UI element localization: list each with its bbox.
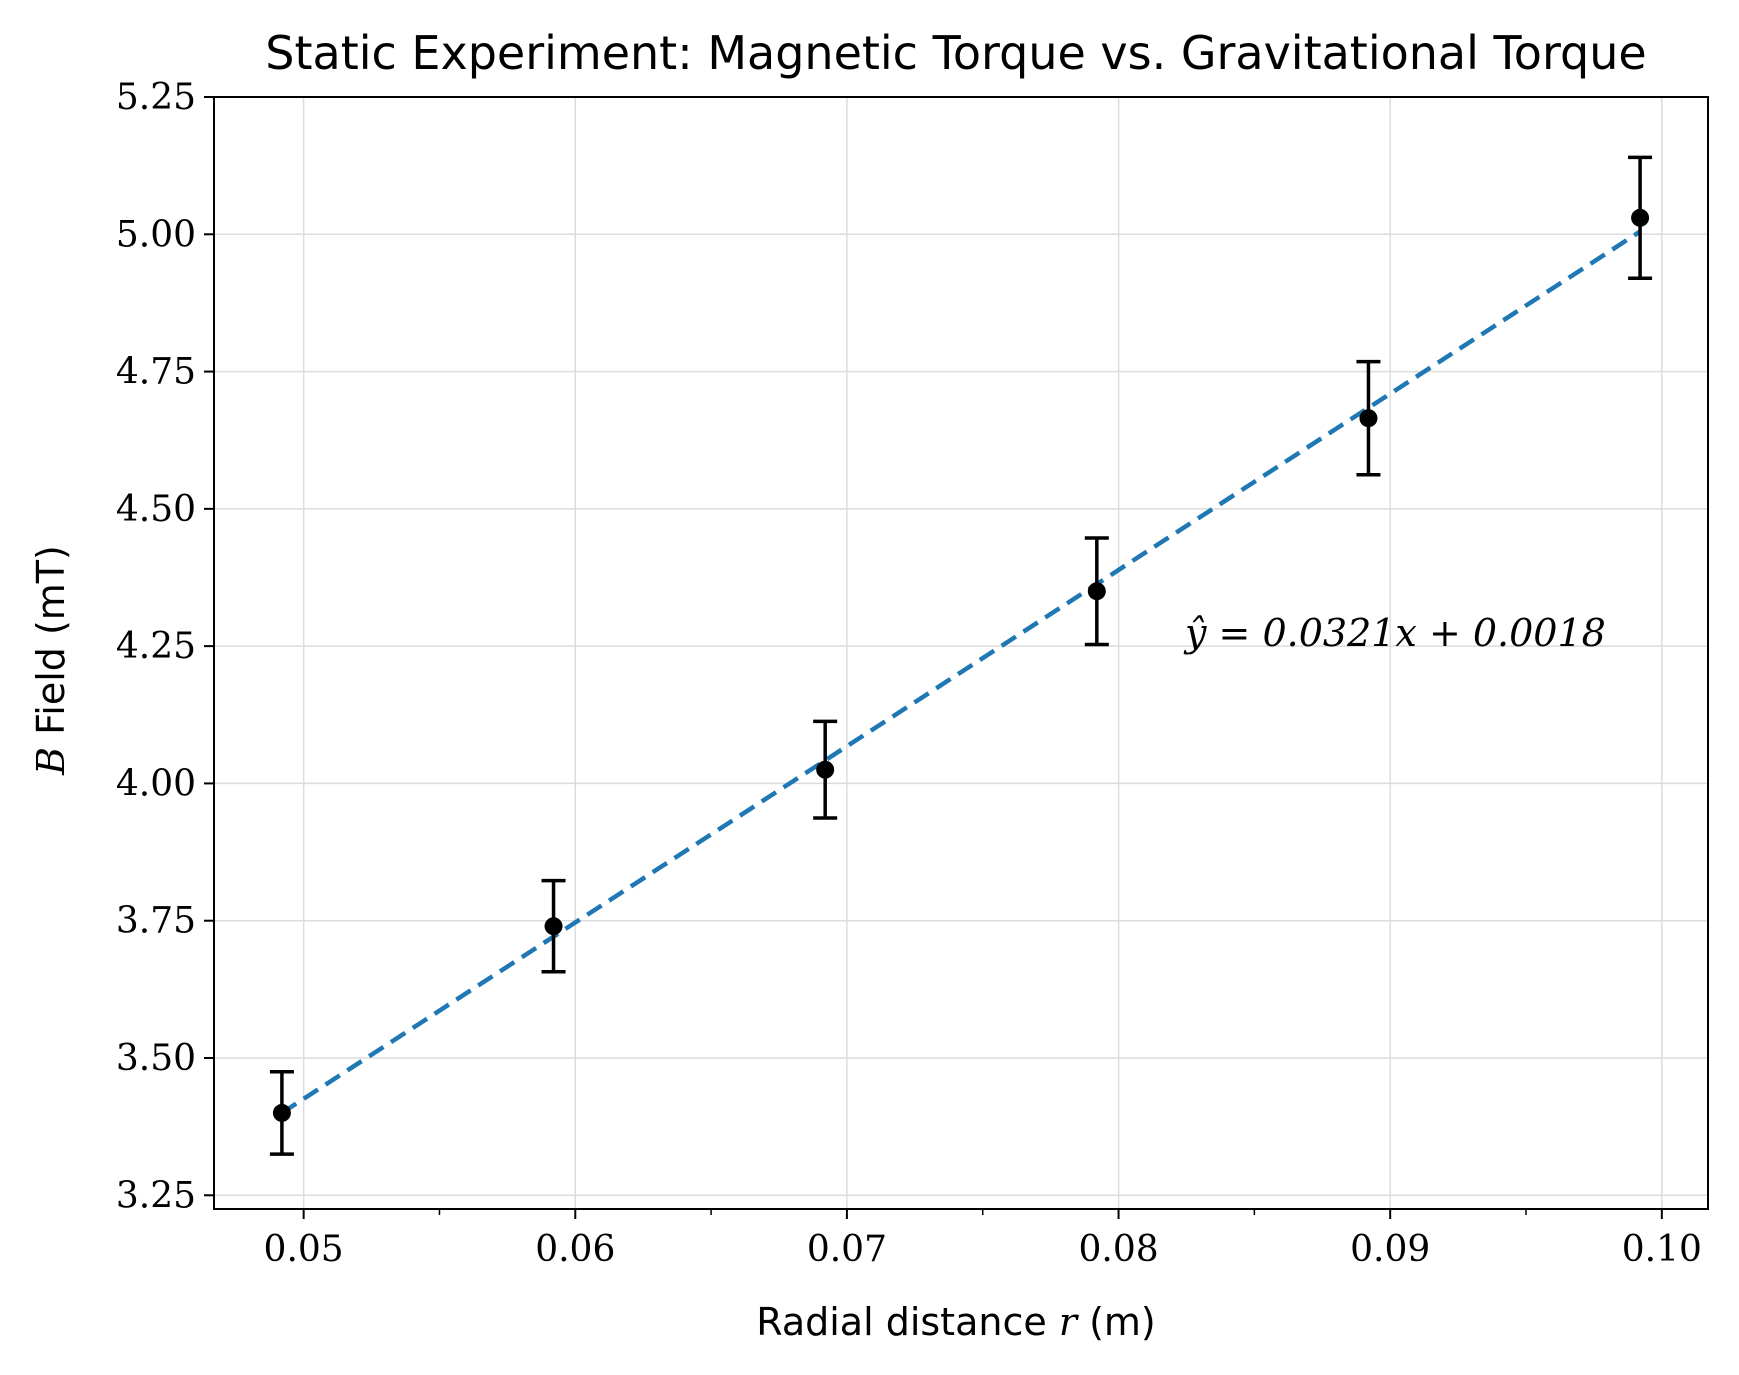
plot-frame [213,96,1709,1210]
x-tick-label: 0.07 [807,1229,887,1270]
y-tick-label: 3.50 [116,1038,196,1079]
grid [214,96,1708,1209]
x-tick-label: 0.09 [1350,1229,1430,1270]
x-axis-label-suffix: (m) [1077,1300,1156,1344]
data-points [269,155,1653,1156]
x-tick-label: 0.05 [264,1229,344,1270]
x-axis-label-var: r [1059,1300,1080,1344]
y-axis-label: B Field (mT) [29,545,73,776]
data-point [1359,409,1378,428]
y-axis-ticks: 3.25 3.50 3.75 4.00 4.25 4.50 4.75 5.00 5.25 [116,77,214,1216]
y-axis-label-suffix: Field (mT) [29,545,73,747]
data-point [816,760,835,779]
x-tick-label: 0.06 [535,1229,615,1270]
x-tick-label: 0.10 [1622,1229,1702,1270]
y-tick-label: 3.25 [116,1175,196,1216]
x-axis-label: Radial distance r (m) [756,1300,1155,1344]
fit-line [280,229,1642,1115]
data-point [1087,582,1106,601]
x-tick-label: 0.08 [1078,1229,1158,1270]
y-tick-label: 4.75 [116,352,196,393]
data-point [1631,208,1650,227]
x-axis-label-prefix: Radial distance [756,1300,1059,1344]
y-tick-label: 3.75 [116,901,196,942]
data-point [272,1103,291,1122]
y-tick-label: 4.00 [116,763,196,804]
y-tick-label: 5.25 [116,77,196,118]
y-tick-label: 5.00 [116,214,196,255]
fit-line-group [280,229,1642,1115]
y-axis-label-var: B [29,747,73,776]
y-tick-label: 4.50 [116,489,196,530]
data-point [544,917,563,936]
chart-title: Static Experiment: Magnetic Torque vs. G… [265,26,1646,80]
y-tick-label: 4.25 [116,626,196,667]
fit-equation-annotation: ŷ = 0.0321x + 0.0018 [1183,611,1606,655]
x-axis-ticks: 0.05 0.06 0.07 0.08 0.09 0.10 [264,1209,1702,1270]
